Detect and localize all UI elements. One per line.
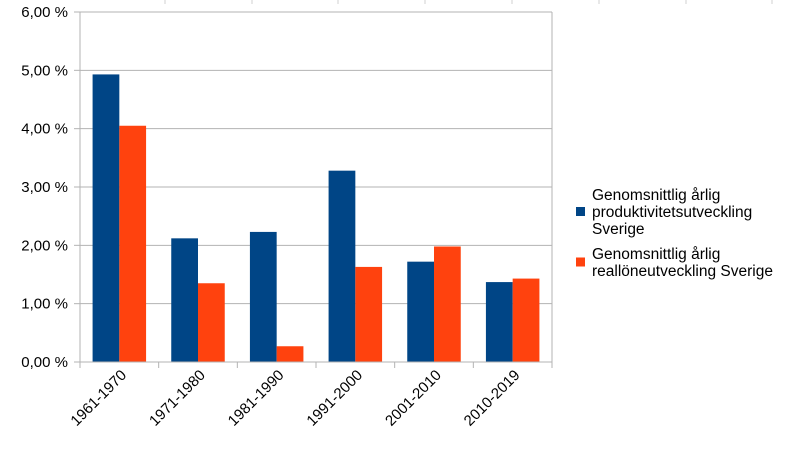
x-axis-tick-labels: 1961-1970 1971-1980 1981-1990 1991-2000 2001…	[67, 367, 523, 430]
bars	[92, 74, 540, 363]
x-tick-label: 1991-2000	[303, 367, 366, 430]
legend-label-line: Genomsnittlig årlig	[592, 187, 720, 204]
y-axis-tick-labels: 0,00 % 1,00 % 2,00 % 3,00 % 4,00 % 5,00 % 6,00…	[21, 4, 68, 371]
bar-real-wage	[434, 246, 461, 362]
bar-real-wage	[355, 266, 383, 362]
y-tick-label: 4,00 %	[21, 121, 68, 138]
legend-swatch	[576, 257, 585, 267]
bar-real-wage	[276, 346, 304, 362]
bar-real-wage	[198, 283, 225, 362]
y-tick-label: 5,00 %	[21, 62, 68, 79]
legend-swatch	[576, 207, 585, 216]
y-tick-label: 3,00 %	[21, 179, 68, 196]
x-tick-label: 1981-1990	[225, 367, 288, 430]
bar-real-wage	[119, 125, 147, 362]
x-tick-label: 2010-2019	[461, 367, 524, 430]
bar-productivity	[92, 74, 120, 363]
y-tick-label: 2,00 %	[21, 237, 68, 254]
bar-real-wage	[512, 278, 540, 362]
x-tick-label: 2001-2010	[382, 367, 445, 430]
legend-label-line: reallöneutveckling Sverige	[592, 263, 773, 280]
y-tick-label: 6,00 %	[21, 4, 68, 21]
bar-productivity	[171, 238, 198, 362]
bar-productivity	[328, 170, 356, 362]
y-tick-label: 0,00 %	[21, 354, 68, 371]
axes	[74, 0, 773, 368]
legend: Genomsnittlig årligproduktivitetsutveckl…	[576, 187, 773, 280]
legend-label-line: Genomsnittlig årlig	[592, 246, 720, 263]
bar-productivity	[485, 282, 513, 362]
legend-label-line: produktivitetsutveckling	[592, 204, 752, 221]
x-tick-label: 1971-1980	[146, 367, 209, 430]
legend-label-line: Sverige	[592, 221, 645, 238]
bar-productivity	[249, 231, 277, 362]
y-tick-label: 1,00 %	[21, 296, 68, 313]
x-tick-label: 1961-1970	[67, 367, 130, 430]
grid-lines	[80, 11, 552, 305]
bar-productivity	[407, 261, 434, 362]
